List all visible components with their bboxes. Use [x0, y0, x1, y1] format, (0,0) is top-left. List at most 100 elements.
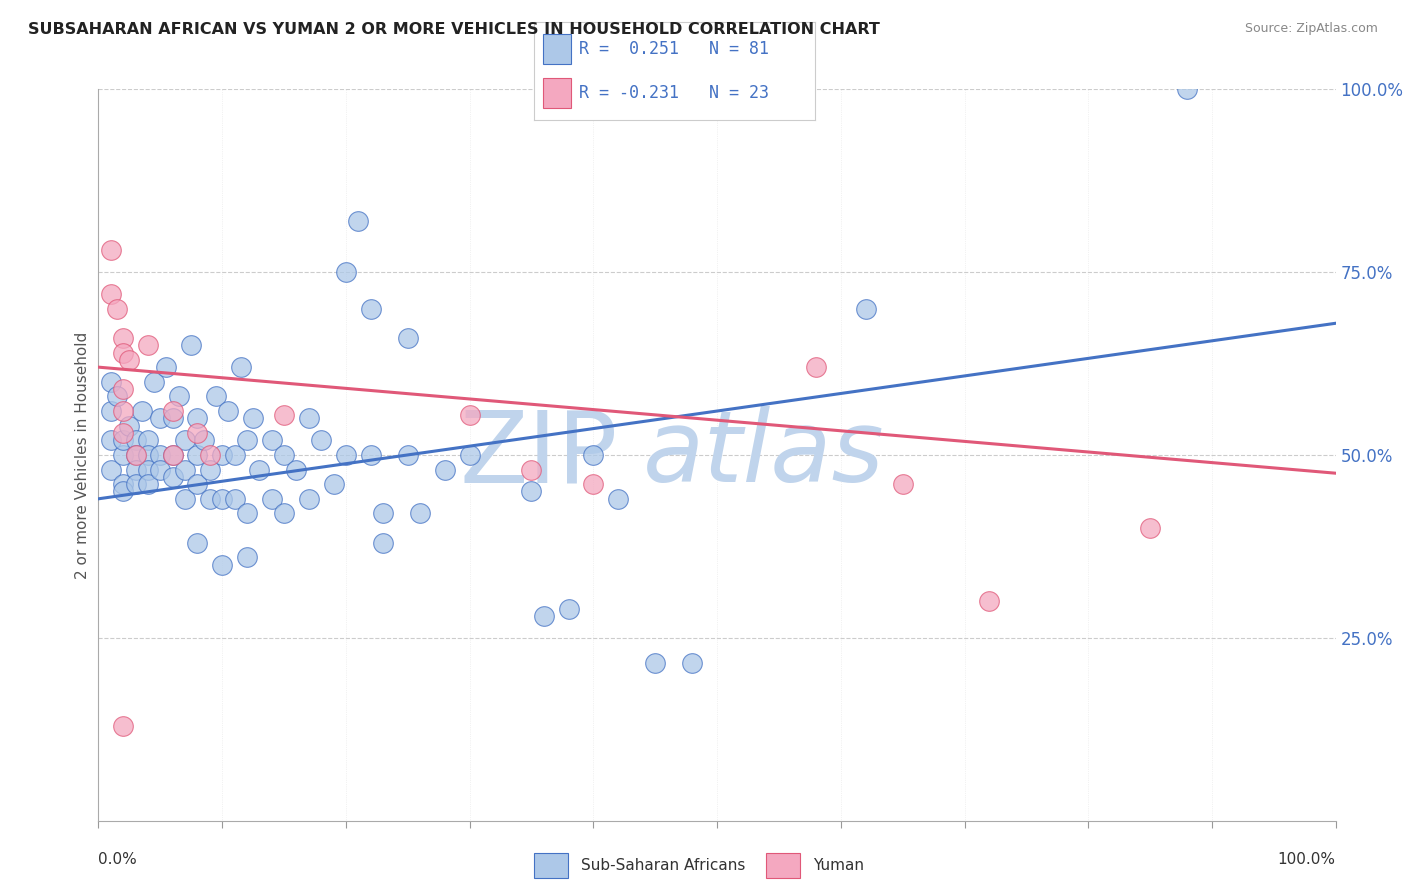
Point	[136, 338, 159, 352]
Point	[360, 301, 382, 316]
Point	[131, 404, 153, 418]
Text: Sub-Saharan Africans: Sub-Saharan Africans	[581, 858, 745, 872]
Point	[180, 338, 202, 352]
Point	[136, 477, 159, 491]
Point	[242, 411, 264, 425]
Point	[162, 448, 184, 462]
Bar	[543, 34, 571, 63]
Point	[112, 477, 135, 491]
Point	[644, 657, 666, 671]
Point	[458, 448, 481, 462]
Point	[186, 425, 208, 440]
Point	[112, 331, 135, 345]
Point	[149, 462, 172, 476]
Point	[229, 360, 252, 375]
Point	[167, 389, 190, 403]
Point	[136, 462, 159, 476]
Point	[260, 491, 283, 506]
Point	[211, 448, 233, 462]
Point	[162, 404, 184, 418]
Point	[260, 434, 283, 448]
Text: SUBSAHARAN AFRICAN VS YUMAN 2 OR MORE VEHICLES IN HOUSEHOLD CORRELATION CHART: SUBSAHARAN AFRICAN VS YUMAN 2 OR MORE VE…	[28, 22, 880, 37]
Point	[174, 491, 197, 506]
Point	[247, 462, 270, 476]
Point	[582, 448, 605, 462]
Point	[335, 265, 357, 279]
Text: 0.0%: 0.0%	[98, 852, 138, 867]
Point	[198, 462, 221, 476]
Point	[211, 491, 233, 506]
Point	[100, 243, 122, 257]
Bar	[543, 78, 571, 108]
Text: Source: ZipAtlas.com: Source: ZipAtlas.com	[1244, 22, 1378, 36]
Point	[371, 507, 394, 521]
Point	[100, 434, 122, 448]
Point	[174, 434, 197, 448]
Point	[217, 404, 239, 418]
Bar	[766, 853, 800, 878]
Point	[520, 462, 543, 476]
Point	[273, 448, 295, 462]
Point	[112, 434, 135, 448]
Point	[186, 477, 208, 491]
Bar	[534, 853, 568, 878]
Text: 100.0%: 100.0%	[1278, 852, 1336, 867]
Point	[360, 448, 382, 462]
Point	[533, 608, 555, 623]
Point	[186, 535, 208, 549]
Point	[124, 448, 146, 462]
Point	[804, 360, 827, 375]
Point	[136, 434, 159, 448]
Point	[124, 434, 146, 448]
Point	[198, 448, 221, 462]
Point	[105, 389, 128, 403]
Point	[100, 462, 122, 476]
Point	[298, 411, 321, 425]
Point	[112, 718, 135, 732]
Point	[105, 301, 128, 316]
Point	[409, 507, 432, 521]
Text: R =  0.251   N = 81: R = 0.251 N = 81	[579, 40, 769, 58]
Point	[285, 462, 308, 476]
Point	[112, 382, 135, 396]
Point	[205, 389, 228, 403]
Point	[347, 214, 370, 228]
Point	[198, 491, 221, 506]
Point	[124, 462, 146, 476]
Text: R = -0.231   N = 23: R = -0.231 N = 23	[579, 84, 769, 102]
Point	[112, 345, 135, 359]
Y-axis label: 2 or more Vehicles in Household: 2 or more Vehicles in Household	[75, 331, 90, 579]
Point	[100, 404, 122, 418]
Point	[582, 477, 605, 491]
Point	[124, 477, 146, 491]
Point	[681, 657, 703, 671]
Point	[298, 491, 321, 506]
Point	[309, 434, 332, 448]
Point	[143, 375, 166, 389]
Point	[335, 448, 357, 462]
Point	[1175, 82, 1198, 96]
Point	[149, 411, 172, 425]
Point	[273, 507, 295, 521]
Point	[979, 594, 1001, 608]
Point	[186, 448, 208, 462]
Point	[186, 411, 208, 425]
Point	[112, 448, 135, 462]
Point	[124, 448, 146, 462]
Point	[211, 558, 233, 572]
Point	[1139, 521, 1161, 535]
Point	[224, 448, 246, 462]
Point	[136, 448, 159, 462]
Point	[112, 484, 135, 499]
Point	[557, 601, 579, 615]
Point	[396, 331, 419, 345]
Text: atlas: atlas	[643, 407, 884, 503]
Point	[118, 418, 141, 433]
Point	[236, 550, 259, 565]
Point	[162, 411, 184, 425]
Point	[174, 462, 197, 476]
Point	[607, 491, 630, 506]
Point	[273, 408, 295, 422]
Point	[162, 470, 184, 484]
Point	[371, 535, 394, 549]
